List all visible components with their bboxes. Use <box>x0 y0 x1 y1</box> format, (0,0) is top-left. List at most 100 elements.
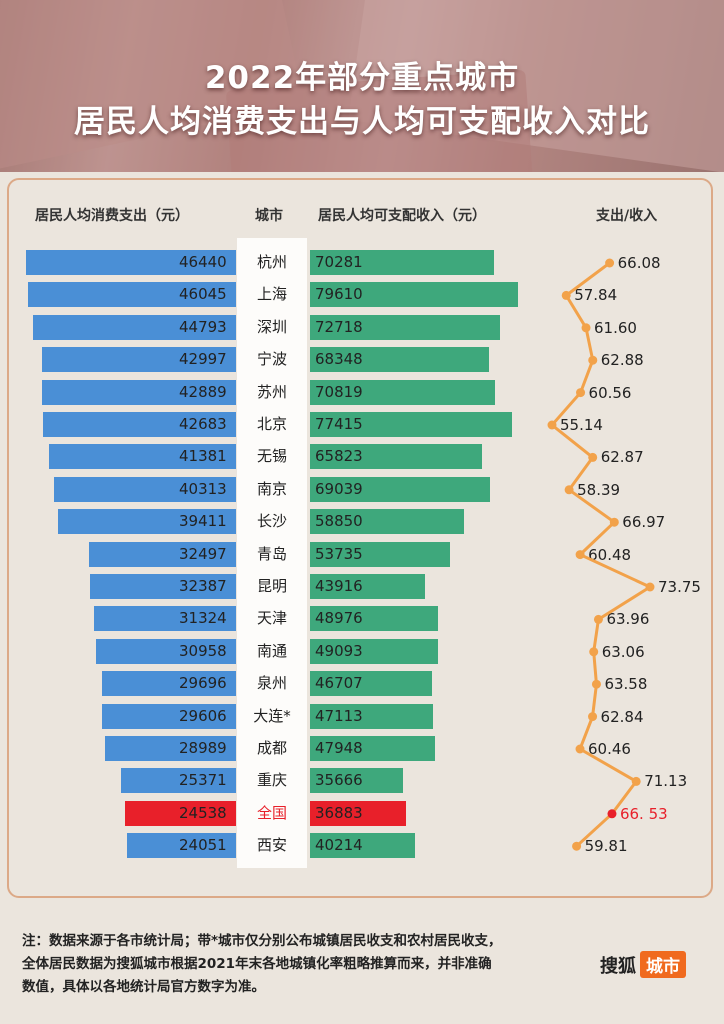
expense-bar <box>42 379 236 405</box>
ratio-point <box>572 841 582 851</box>
ratio-value-label: 55.14 <box>560 416 603 434</box>
ratio-point <box>631 776 641 786</box>
expense-bar <box>89 574 236 599</box>
ratio-value-label: 63.06 <box>601 642 645 661</box>
income-value-label: 70281 <box>315 253 363 271</box>
ratio-point <box>593 614 603 624</box>
expense-bar <box>57 509 236 535</box>
ratio-point <box>561 290 571 300</box>
city-label: 南通 <box>256 641 287 660</box>
income-bar <box>310 250 494 275</box>
income-bar <box>310 833 416 859</box>
expense-value-label: 46045 <box>179 285 227 304</box>
ratio-value-label: 61.60 <box>594 318 637 337</box>
income-value-label: 36883 <box>315 803 363 822</box>
income-value-label: 43916 <box>315 577 363 595</box>
income-bar <box>310 509 464 535</box>
expense-value-label: 29696 <box>179 674 227 693</box>
income-value-label: 68348 <box>315 350 363 369</box>
footnote: 注：数据来源于各市统计局；带*城市仅分别公布城镇居民收支和农村居民收支，全体居民… <box>22 933 502 995</box>
city-label: 青岛 <box>256 544 287 563</box>
expense-bar <box>104 736 236 761</box>
ratio-point <box>588 355 598 365</box>
ratio-line <box>549 261 654 848</box>
income-bar <box>310 282 518 308</box>
income-value-label: 69039 <box>315 479 363 498</box>
ratio-value-label: 57.84 <box>574 286 618 305</box>
ratio-value-label: 73.75 <box>658 578 701 596</box>
ratio-value-label: 66. 53 <box>619 804 668 823</box>
income-value-label: 72718 <box>315 317 363 336</box>
expense-bar <box>33 314 236 340</box>
ratio-value-label: 62.84 <box>600 707 644 726</box>
ratio-point <box>609 517 619 527</box>
expense-value-label: 42683 <box>179 415 227 433</box>
city-label: 成都 <box>256 739 287 757</box>
income-value-label: 77415 <box>315 415 363 433</box>
expense-bar <box>53 476 236 502</box>
expense-value-label: 29606 <box>179 706 227 725</box>
income-bar <box>310 314 500 340</box>
header-expense: 居民人均消费支出（元） <box>35 208 189 224</box>
expense-bar <box>102 703 236 729</box>
ratio-point <box>605 258 615 268</box>
logo-tag: 城市 <box>640 951 686 978</box>
ratio-point <box>588 452 598 462</box>
city-label: 南京 <box>256 479 287 498</box>
expense-value-label: 24051 <box>179 836 227 855</box>
city-label: 重庆 <box>256 771 287 790</box>
ratio-point <box>576 388 586 398</box>
expense-value-label: 39411 <box>179 512 227 531</box>
expense-value-label: 31324 <box>179 609 227 628</box>
expense-value-label: 40313 <box>179 479 227 498</box>
income-bar <box>310 347 489 373</box>
income-bar <box>310 800 407 826</box>
ratio-value-label: 66.97 <box>622 513 666 532</box>
header-ratio: 支出/收入 <box>596 208 658 224</box>
ratio-point <box>547 420 557 430</box>
city-label: 无锡 <box>256 447 287 466</box>
income-bar <box>310 736 436 761</box>
ratio-point <box>564 485 574 495</box>
city-label: 天津 <box>256 609 287 628</box>
income-bar <box>310 768 404 794</box>
ratio-value-label: 63.58 <box>604 675 648 694</box>
expense-value-label: 25371 <box>179 771 227 790</box>
ratio-point <box>645 582 655 592</box>
expense-value-label: 24538 <box>179 803 227 822</box>
ratio-value-label: 58.39 <box>577 480 621 499</box>
income-bar <box>310 541 451 567</box>
income-value-label: 79610 <box>315 285 363 304</box>
ratio-value-label: 71.13 <box>644 772 688 791</box>
ratio-value-label: 60.48 <box>588 545 632 564</box>
expense-bar <box>127 833 236 859</box>
expense-bar <box>26 250 236 275</box>
ratio-point <box>575 744 585 754</box>
city-label: 大连* <box>253 706 291 725</box>
expense-value-label: 28989 <box>179 739 227 757</box>
expense-value-label: 44793 <box>179 317 227 336</box>
income-value-label: 46707 <box>315 674 363 693</box>
header-income: 居民人均可支配收入（元） <box>318 208 486 224</box>
ratio-value-label: 62.87 <box>600 448 644 467</box>
income-bar <box>310 444 482 470</box>
ratio-value-label: 62.88 <box>600 351 644 370</box>
expense-value-label: 32497 <box>179 544 227 563</box>
city-label: 深圳 <box>256 317 287 336</box>
income-bar <box>310 476 491 502</box>
city-label: 苏州 <box>256 382 287 401</box>
city-label: 昆明 <box>256 577 287 595</box>
city-label: 长沙 <box>256 512 287 531</box>
ratio-point <box>607 809 617 819</box>
expense-value-label: 32387 <box>179 577 227 595</box>
expense-bar <box>48 444 236 470</box>
ratio-value-label: 60.46 <box>588 740 631 758</box>
chart-title-line2: 居民人均消费支出与人均可支配收入对比 <box>74 104 650 140</box>
income-bar <box>310 606 438 632</box>
expense-bar <box>94 606 236 632</box>
expense-bar <box>96 638 236 664</box>
expense-value-label: 41381 <box>179 447 227 466</box>
header-banner: 2022年部分重点城市 居民人均消费支出与人均可支配收入对比 <box>0 0 724 172</box>
income-value-label: 70819 <box>315 382 363 401</box>
banner-shade <box>0 0 724 172</box>
